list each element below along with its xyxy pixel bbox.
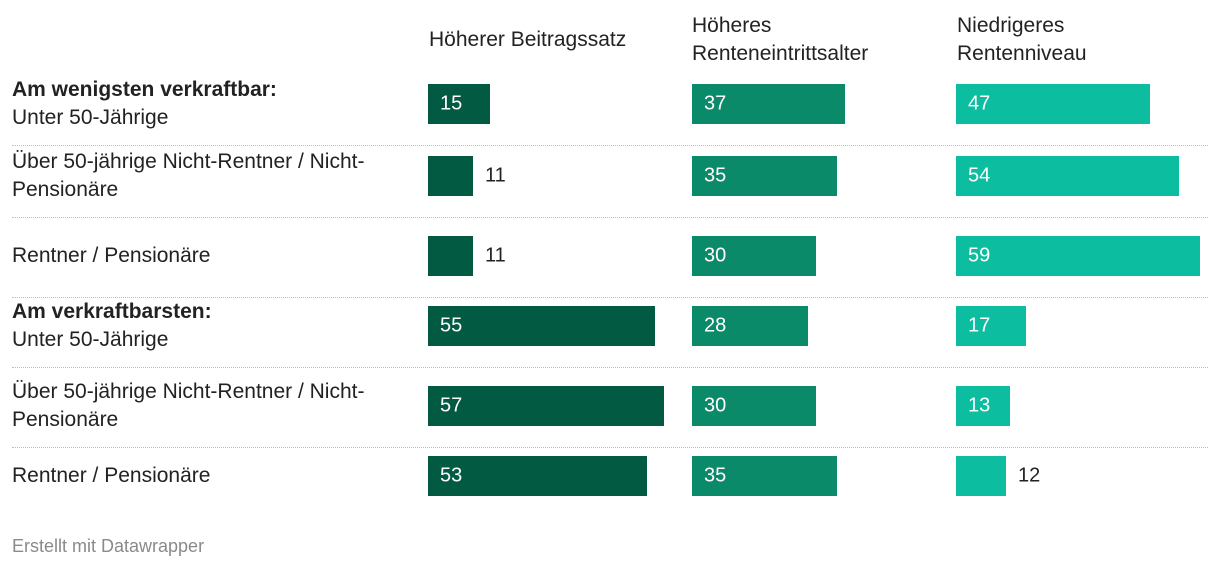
row-divider (12, 145, 1208, 146)
bar-value-label: 55 (440, 314, 463, 337)
bar-value-label: 12 (1018, 464, 1041, 487)
bar: 30 (692, 236, 816, 276)
bar-value-label: 53 (440, 464, 463, 487)
row-divider (12, 447, 1208, 448)
chart-row: Rentner / Pensionäre 53 35 12 (12, 440, 1208, 512)
bar: 11 (428, 236, 506, 276)
bar: 57 (428, 386, 664, 426)
bar-value-label: 59 (968, 244, 991, 267)
row-group-label: Am verkraftbarsten: (12, 300, 212, 323)
bar-value-label: 15 (440, 92, 463, 115)
bar-value-label: 30 (704, 394, 727, 417)
bar-value-label: 37 (704, 92, 727, 115)
chart-row: Rentner / Pensionäre 11 30 59 (12, 220, 1208, 292)
column-header-line: Niedrigeres (957, 14, 1065, 37)
column-header-rentenniveau: Niedrigeres Rentenniveau (957, 12, 1087, 68)
column-header-line: Höherer Beitragssatz (429, 28, 627, 51)
bar-value-label: 54 (968, 164, 991, 187)
bar-value-label: 17 (968, 314, 991, 337)
row-label: Am wenigsten verkraftbar: Unter 50-Jährig… (12, 76, 417, 132)
chart-row: Über 50-jährige Nicht-Rentner / Nicht-Pe… (12, 370, 1208, 442)
bar: 37 (692, 84, 845, 124)
bar: 12 (956, 456, 1040, 496)
bar: 17 (956, 306, 1026, 346)
row-category-label: Über 50-jährige Nicht-Rentner / Nicht-Pe… (12, 380, 365, 431)
row-category-label: Rentner / Pensionäre (12, 464, 211, 487)
column-header-line: Rentenniveau (957, 42, 1087, 65)
bar-value-label: 35 (704, 464, 727, 487)
chart-row: Über 50-jährige Nicht-Rentner / Nicht-Pe… (12, 140, 1208, 212)
bar-value-label: 13 (968, 394, 991, 417)
bar: 35 (692, 456, 837, 496)
bar: 54 (956, 156, 1179, 196)
footer-credit: Erstellt mit Datawrapper (12, 536, 205, 556)
column-header-line: Renteneintrittsalter (692, 42, 869, 65)
bar: 35 (692, 156, 837, 196)
chart-row: Am wenigsten verkraftbar: Unter 50-Jährig… (12, 68, 1208, 140)
row-divider (12, 297, 1208, 298)
bar-value-label: 35 (704, 164, 727, 187)
column-header-line: Höheres (692, 14, 772, 37)
row-label: Über 50-jährige Nicht-Rentner / Nicht-Pe… (12, 378, 417, 434)
bar-value-label: 28 (704, 314, 727, 337)
bar-value-label: 11 (485, 164, 506, 187)
row-label: Am verkraftbarsten: Unter 50-Jährige (12, 298, 417, 354)
row-label: Rentner / Pensionäre (12, 462, 417, 490)
bar-value-label: 57 (440, 394, 463, 417)
row-divider (12, 367, 1208, 368)
bar: 15 (428, 84, 490, 124)
bar: 59 (956, 236, 1200, 276)
row-group-label: Am wenigsten verkraftbar: (12, 78, 277, 101)
bar: 55 (428, 306, 655, 346)
bar-value-label: 11 (485, 244, 506, 267)
bar: 47 (956, 84, 1150, 124)
row-label: Über 50-jährige Nicht-Rentner / Nicht-Pe… (12, 148, 417, 204)
bar-value-label: 30 (704, 244, 727, 267)
column-header-beitragssatz: Höherer Beitragssatz (429, 26, 626, 54)
column-header-renteneintrittsalter: Höheres Renteneintrittsalter (692, 12, 868, 68)
row-category-label: Unter 50-Jährige (12, 328, 169, 351)
bar: 11 (428, 156, 506, 196)
bar-value-label: 47 (968, 92, 991, 115)
row-category-label: Über 50-jährige Nicht-Rentner / Nicht-Pe… (12, 150, 365, 201)
bar: 30 (692, 386, 816, 426)
chart-row: Am verkraftbarsten: Unter 50-Jährige 55 28 1… (12, 290, 1208, 362)
bar: 53 (428, 456, 647, 496)
row-category-label: Unter 50-Jährige (12, 106, 169, 129)
bar: 13 (956, 386, 1010, 426)
row-category-label: Rentner / Pensionäre (12, 244, 211, 267)
row-divider (12, 217, 1208, 218)
bar: 28 (692, 306, 808, 346)
row-label: Rentner / Pensionäre (12, 242, 417, 270)
